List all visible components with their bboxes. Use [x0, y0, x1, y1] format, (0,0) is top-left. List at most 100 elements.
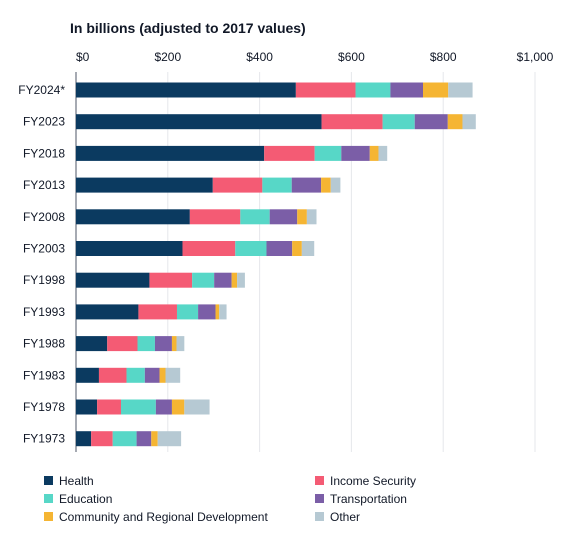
bar-segment — [330, 177, 341, 193]
bar-segment — [76, 241, 183, 256]
legend-swatch — [44, 476, 53, 485]
bar-segment — [76, 336, 108, 352]
bar-segment — [76, 209, 190, 225]
chart-title: In billions (adjusted to 2017 values) — [70, 20, 306, 36]
legend-swatch — [44, 494, 53, 503]
legend-label: Income Security — [330, 474, 416, 488]
bar-segment — [171, 336, 177, 352]
bar-segment — [447, 114, 463, 130]
bar-segment — [155, 399, 172, 415]
bar-segment — [184, 399, 210, 415]
bar-segment — [297, 209, 307, 225]
bar-segment — [76, 399, 98, 415]
bar-segment — [76, 82, 296, 98]
bar-segment — [76, 431, 92, 447]
bar-segment — [292, 241, 302, 256]
bar-segment — [231, 272, 238, 288]
bar-segment — [264, 145, 315, 161]
legend: Health Income Security Education Transporta… — [44, 474, 416, 524]
category-label: FY1998 — [23, 273, 65, 287]
bar-segment — [314, 145, 342, 161]
legend-swatch — [315, 476, 324, 485]
bar-segment — [341, 145, 370, 161]
category-label: FY2024* — [18, 83, 65, 97]
bar-segment — [76, 145, 265, 161]
bar-segment — [378, 145, 388, 161]
legend-label: Community and Regional Development — [59, 510, 268, 524]
x-tick-label: $1,000 — [517, 50, 554, 64]
bar-segment — [136, 431, 152, 447]
bar-segment — [171, 399, 185, 415]
bars — [76, 82, 476, 447]
bar-segment — [120, 399, 156, 415]
bar-segment — [269, 209, 298, 225]
bar-segment — [212, 177, 263, 193]
bar-segment — [189, 209, 241, 225]
bar-segment — [107, 336, 138, 352]
x-tick-label: $400 — [246, 50, 273, 64]
bar-segment — [215, 304, 220, 320]
bar-segment — [266, 241, 293, 256]
category-label: FY2018 — [23, 146, 65, 160]
bar-segment — [154, 336, 172, 352]
bar-segment — [76, 272, 150, 288]
bar-segment — [321, 114, 383, 130]
bar-segment — [448, 82, 473, 98]
category-label: FY2023 — [23, 115, 65, 129]
legend-swatch — [315, 494, 324, 503]
bar-segment — [149, 272, 193, 288]
bar-segment — [76, 177, 213, 193]
bar-segment — [138, 304, 177, 320]
grid-lines — [75, 72, 536, 452]
bar-segment — [137, 336, 155, 352]
bar-segment — [76, 114, 322, 130]
bar-segment — [76, 304, 139, 320]
bar-segment — [423, 82, 449, 98]
bar-segment — [126, 367, 145, 383]
category-label: FY2013 — [23, 178, 65, 192]
category-label: FY1983 — [23, 368, 65, 382]
x-tick-label: $800 — [430, 50, 457, 64]
bar-segment — [159, 367, 166, 383]
bar-segment — [235, 241, 267, 256]
legend-label: Education — [59, 492, 112, 506]
category-label: FY1973 — [23, 432, 65, 446]
bar-segment — [240, 209, 270, 225]
axis-layer: $0 $200 $400 $600 $800 $1,000 FY2024* FY2023 FY2… — [18, 50, 553, 446]
bar-segment — [176, 304, 199, 320]
bar-segment — [262, 177, 292, 193]
bar-segment — [291, 177, 322, 193]
bar-segment — [144, 367, 160, 383]
bar-segment — [98, 367, 127, 383]
category-label: FY1978 — [23, 400, 65, 414]
bar-segment — [157, 431, 182, 447]
x-tick-label: $0 — [76, 50, 90, 64]
bar-segment — [176, 336, 185, 352]
bar-segment — [198, 304, 216, 320]
bar-segment — [382, 114, 415, 130]
bar-segment — [151, 431, 158, 447]
legend-label: Transportation — [330, 492, 407, 506]
bar-segment — [390, 82, 424, 98]
category-label: FY1988 — [23, 337, 65, 351]
legend-swatch — [315, 512, 324, 521]
legend-label: Other — [330, 510, 360, 524]
bar-segment — [414, 114, 448, 130]
bar-segment — [112, 431, 137, 447]
bar-segment — [369, 145, 379, 161]
bar-segment — [321, 177, 331, 193]
bar-segment — [91, 431, 113, 447]
bar-segment — [295, 82, 356, 98]
legend-label: Health — [59, 474, 94, 488]
category-label: FY2008 — [23, 210, 65, 224]
bar-segment — [192, 272, 215, 288]
bar-segment — [306, 209, 317, 225]
x-tick-label: $600 — [338, 50, 365, 64]
bar-segment — [214, 272, 232, 288]
bar-segment — [301, 241, 315, 256]
bar-segment — [165, 367, 181, 383]
bar-segment — [76, 367, 99, 383]
bar-segment — [237, 272, 245, 288]
